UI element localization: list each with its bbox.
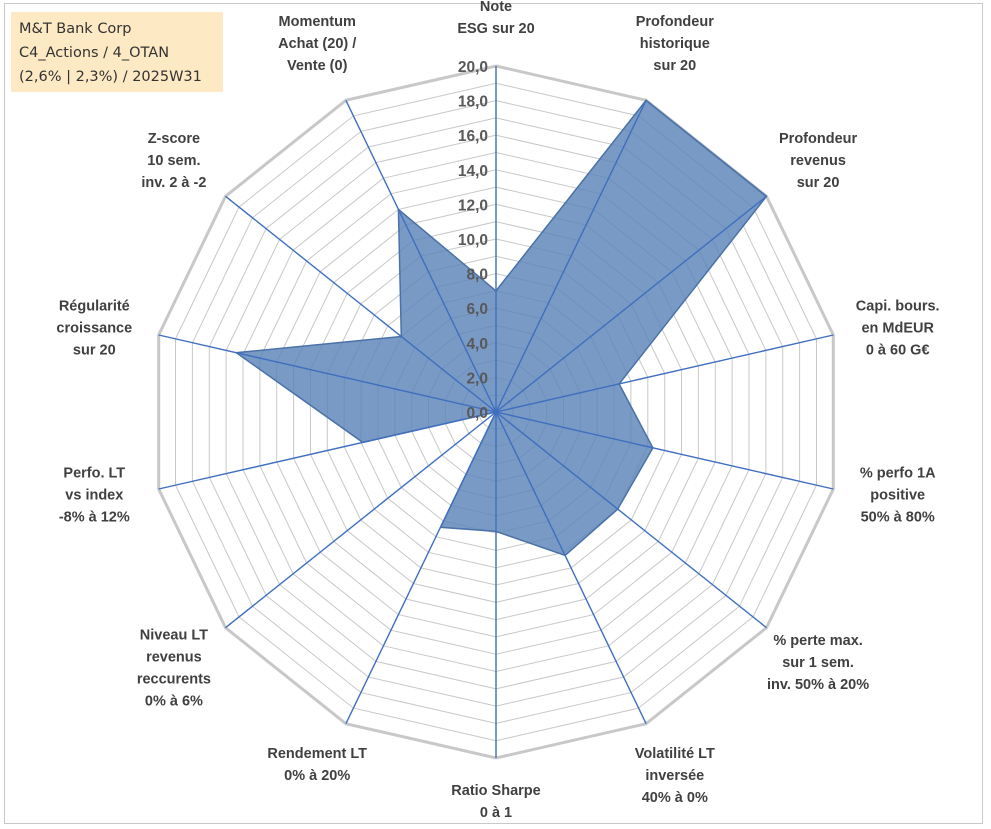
tick-label: 6,0 [466,301,488,318]
info-box: M&T Bank Corp C4_Actions / 4_OTAN (2,6% … [11,12,223,92]
tick-label: 12,0 [458,197,488,214]
axis-label: Momentum Achat (20) / Vente (0) [278,14,356,74]
axis-label: Profondeur revenus sur 20 [779,131,857,191]
axis-label: Perfo. LT vs index -8% à 12% [59,466,130,526]
company-name: M&T Bank Corp [19,21,132,37]
axis-spoke [158,334,497,413]
axis-label: Profondeur historique sur 20 [636,14,714,74]
axis-spoke [495,411,767,629]
axis-spoke [225,195,497,413]
axis-spoke [345,411,497,725]
tick-label: 18,0 [458,94,488,111]
axis-label: % perte max. sur 1 sem. inv. 50% à 20% [767,633,869,693]
tick-label: 14,0 [458,163,488,180]
axis-spoke [495,411,647,725]
axis-spoke [345,99,497,413]
tick-label: 4,0 [466,336,488,353]
axis-label: Capi. bours. en MdEUR 0 à 60 G€ [856,298,940,358]
axis-label: Note ESG sur 20 [457,0,534,37]
tick-label: 20,0 [458,59,488,76]
tick-label: 8,0 [466,267,488,284]
axis-spoke [495,411,834,490]
axis-label: Niveau LT revenus reccurents 0% à 6% [137,627,211,709]
axis-spoke [158,411,497,490]
axis-spoke [495,99,647,413]
axis-label: Ratio Sharpe 0 à 1 [451,783,540,821]
category-label: C4_Actions / 4_OTAN [19,45,170,61]
series-area [234,99,768,557]
tick-label: 16,0 [458,128,488,145]
tick-label: 0,0 [466,405,488,422]
period-label: (2,6% | 2,3%) / 2025W31 [19,69,202,85]
axis-label: Régularité croissance sur 20 [56,298,132,358]
axis-label: Z-score 10 sem. inv. 2 à -2 [141,131,206,191]
axis-spoke [225,411,497,629]
axis-label: Rendement LT 0% à 20% [267,746,367,784]
tick-label: 10,0 [458,232,488,249]
axis-label: Volatilité LT inversée 40% à 0% [635,746,715,806]
axis-spoke [495,195,767,413]
tick-label: 2,0 [466,370,488,387]
axis-spoke [495,334,834,413]
axis-label: % perfo 1A positive 50% à 80% [860,466,936,526]
